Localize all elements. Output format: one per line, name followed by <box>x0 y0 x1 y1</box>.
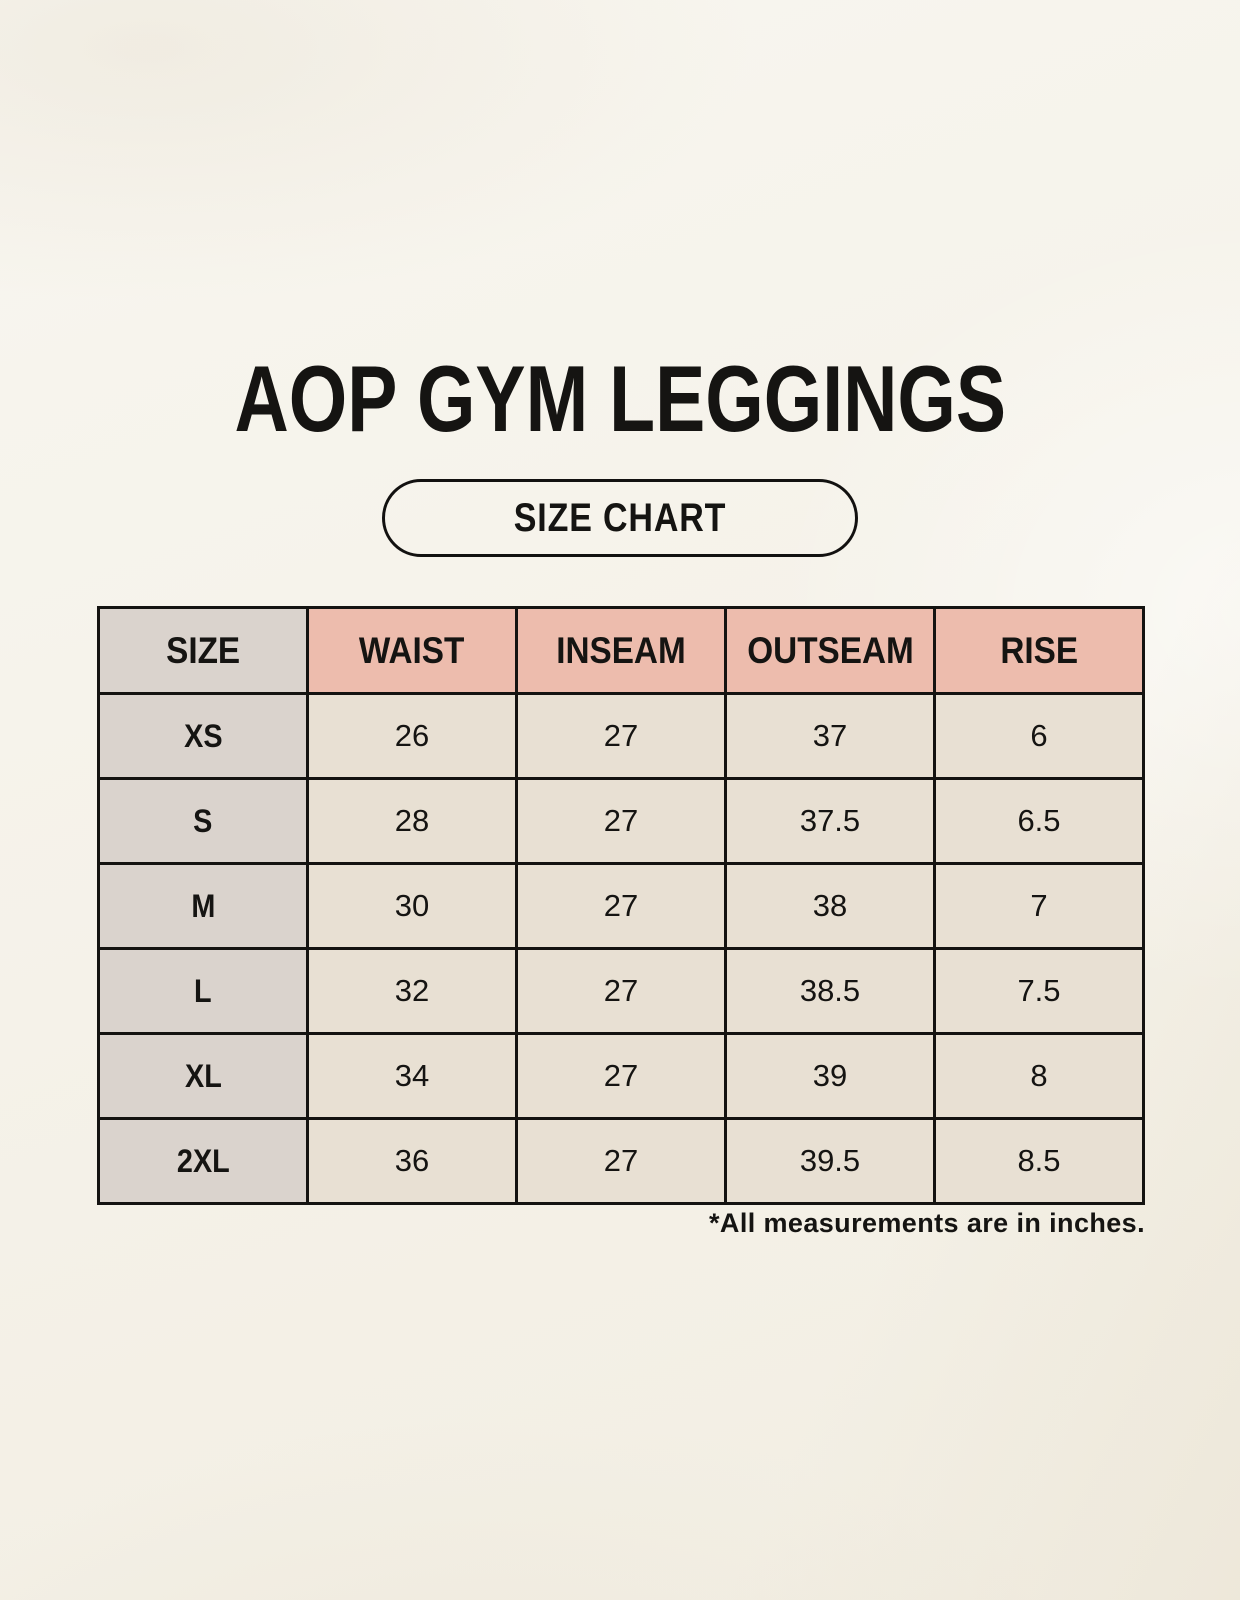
outseam-value-cell: 38 <box>724 862 936 950</box>
table-row-m: M 30 27 38 7 <box>97 862 1145 950</box>
table-row-xs: XS 26 27 37 6 <box>97 692 1145 780</box>
table-header-row: SIZE WAIST INSEAM OUTSEAM RISE <box>97 606 1145 695</box>
inseam-value-cell: 27 <box>515 1117 727 1205</box>
rise-value-cell: 6.5 <box>933 777 1145 865</box>
size-label-cell: XS <box>97 692 309 780</box>
size-label-cell: 2XL <box>97 1117 309 1205</box>
size-chart-table: SIZE WAIST INSEAM OUTSEAM RISE XS 26 27 … <box>97 606 1145 1205</box>
column-header-waist: WAIST <box>306 606 518 695</box>
size-label-cell: L <box>97 947 309 1035</box>
rise-value-cell: 7.5 <box>933 947 1145 1035</box>
column-header-outseam: OUTSEAM <box>724 606 936 695</box>
size-chart-badge-label: SIZE CHART <box>513 496 727 540</box>
outseam-value-cell: 37 <box>724 692 936 780</box>
inseam-value-cell: 27 <box>515 947 727 1035</box>
rise-value-cell: 8 <box>933 1032 1145 1120</box>
inseam-value-cell: 27 <box>515 777 727 865</box>
outseam-value-cell: 39.5 <box>724 1117 936 1205</box>
inseam-value-cell: 27 <box>515 692 727 780</box>
outseam-value-cell: 37.5 <box>724 777 936 865</box>
size-label-cell: M <box>97 862 309 950</box>
waist-value-cell: 30 <box>306 862 518 950</box>
column-header-inseam: INSEAM <box>515 606 727 695</box>
table-row-2xl: 2XL 36 27 39.5 8.5 <box>97 1117 1145 1205</box>
waist-value-cell: 34 <box>306 1032 518 1120</box>
table-row-s: S 28 27 37.5 6.5 <box>97 777 1145 865</box>
column-header-size: SIZE <box>97 606 309 695</box>
rise-value-cell: 6 <box>933 692 1145 780</box>
waist-value-cell: 32 <box>306 947 518 1035</box>
page-title-text: AOP GYM LEGGINGS <box>234 346 1006 451</box>
waist-value-cell: 28 <box>306 777 518 865</box>
rise-value-cell: 7 <box>933 862 1145 950</box>
waist-value-cell: 36 <box>306 1117 518 1205</box>
inseam-value-cell: 27 <box>515 1032 727 1120</box>
page-title: AOP GYM LEGGINGS <box>0 352 1240 446</box>
outseam-value-cell: 39 <box>724 1032 936 1120</box>
inseam-value-cell: 27 <box>515 862 727 950</box>
size-label-cell: XL <box>97 1032 309 1120</box>
outseam-value-cell: 38.5 <box>724 947 936 1035</box>
table-row-xl: XL 34 27 39 8 <box>97 1032 1145 1120</box>
table-row-l: L 32 27 38.5 7.5 <box>97 947 1145 1035</box>
measurements-footnote: *All measurements are in inches. <box>709 1208 1145 1238</box>
column-header-rise: RISE <box>933 606 1145 695</box>
size-chart-badge: SIZE CHART <box>382 479 858 557</box>
rise-value-cell: 8.5 <box>933 1117 1145 1205</box>
waist-value-cell: 26 <box>306 692 518 780</box>
size-label-cell: S <box>97 777 309 865</box>
